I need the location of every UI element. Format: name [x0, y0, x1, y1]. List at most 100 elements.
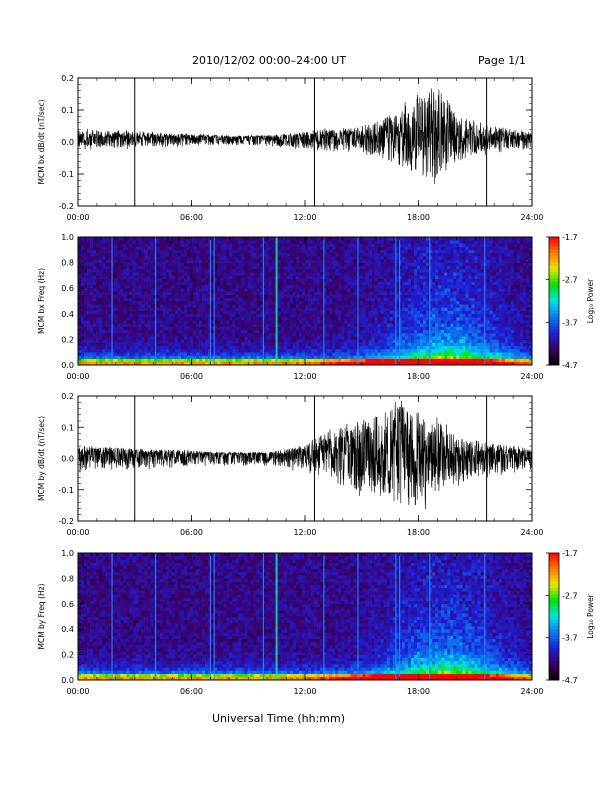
spectrogram-cell: [126, 275, 130, 279]
spectrogram-cell: [108, 294, 112, 299]
spectrogram-cell: [90, 272, 94, 276]
spectrogram-cell: [114, 307, 118, 311]
spectrogram-cell: [90, 336, 94, 340]
spectrogram-cell: [398, 259, 403, 263]
spectrogram-cell: [96, 288, 100, 292]
spectrogram-cell: [144, 307, 148, 311]
spectrogram-cell: [214, 307, 218, 311]
spectrogram-cell: [347, 336, 351, 340]
spectrogram-cell: [90, 339, 94, 343]
spectrogram-cell: [314, 246, 318, 251]
spectrogram-cell: [435, 333, 439, 337]
spectrogram-cell: [250, 355, 254, 359]
spectrogram-cell: [165, 307, 170, 311]
spectrogram-cell: [211, 336, 215, 340]
spectrogram-cell: [150, 320, 154, 324]
spectrogram-cell: [250, 240, 254, 244]
spectrogram-cell: [359, 265, 363, 270]
spectrogram-cell: [150, 329, 154, 334]
spectrogram-cell: [317, 329, 321, 334]
spectrogram-cell: [380, 342, 384, 347]
spectrogram-cell: [365, 249, 369, 254]
spectrogram-cell: [132, 243, 136, 247]
spectrogram-cell: [441, 326, 445, 331]
spectrogram-cell: [78, 269, 82, 273]
spectrogram-cell: [353, 317, 357, 321]
spectrogram-cell: [404, 339, 409, 343]
spectrogram-cell: [220, 253, 224, 257]
spectrogram-cell: [171, 326, 176, 331]
spectrogram-cell: [144, 285, 148, 289]
spectrogram-cell: [232, 310, 236, 315]
spectrogram-cell: [401, 310, 406, 315]
spectrogram-cell: [156, 243, 161, 247]
spectrogram-cell: [189, 333, 194, 337]
spectrogram-cell: [429, 272, 433, 276]
spectrogram-cell: [450, 291, 454, 295]
spectrogram-cell: [147, 304, 151, 308]
spectrogram-cell: [114, 265, 118, 270]
spectrogram-cell: [298, 294, 303, 299]
spectrogram-cell: [96, 262, 100, 267]
spectrogram-cell: [377, 246, 381, 251]
spectrogram-cell: [226, 272, 230, 276]
spectrogram-cell: [111, 265, 115, 270]
spectrogram-cell: [395, 358, 400, 363]
spectrogram-cell: [108, 329, 112, 334]
spectrogram-cell: [208, 333, 212, 337]
spectrogram-cell: [171, 304, 176, 308]
spectrogram-cell: [202, 342, 206, 347]
spectrogram-cell: [102, 310, 106, 315]
spectrogram-cell: [250, 301, 254, 305]
spectrogram-cell: [289, 281, 294, 286]
spectrogram-cell: [199, 352, 203, 356]
spectrogram-cell: [262, 256, 266, 260]
spectrogram-cell: [298, 285, 303, 289]
spectrogram-cell: [235, 272, 239, 276]
spectrogram-cell: [229, 358, 233, 363]
spectrogram-cell: [238, 243, 242, 247]
spectrogram-cell: [401, 304, 406, 308]
spectrogram-cell: [214, 297, 218, 302]
spectrogram-cell: [332, 317, 336, 321]
spectrogram-cell: [102, 294, 106, 299]
spectrogram-cell: [338, 285, 342, 289]
spectrogram-cell: [180, 355, 185, 359]
spectrogram-cell: [117, 342, 121, 347]
spectrogram-cell: [177, 265, 182, 270]
spectrogram-cell: [84, 253, 88, 257]
spectrogram-cell: [271, 342, 276, 347]
spectrogram-cell: [398, 320, 403, 324]
spectrogram-cell: [389, 333, 394, 337]
spectrogram-cell: [365, 361, 369, 366]
spectrogram-cell: [420, 336, 424, 340]
spectrogram-cell: [84, 246, 88, 251]
spectrogram-cell: [283, 349, 288, 353]
spectrogram-cell: [138, 326, 142, 331]
spectrogram-cell: [199, 333, 203, 337]
spectrogram-cell: [147, 253, 151, 257]
spectrogram-cell: [235, 323, 239, 327]
spectrogram-cell: [141, 304, 145, 308]
spectrogram-cell: [262, 269, 266, 273]
spectrogram-cell: [283, 329, 288, 334]
spectrogram-cell: [441, 349, 445, 353]
spectrogram-cell: [413, 281, 418, 286]
spectrogram-cell: [432, 237, 436, 241]
spectrogram-cell: [301, 352, 306, 356]
spectrogram-cell: [283, 240, 288, 244]
spectrogram-cell: [326, 285, 330, 289]
spectrogram-cell: [205, 317, 209, 321]
spectrogram-cell: [335, 326, 339, 331]
spectrogram-cell: [111, 253, 115, 257]
spectrogram-cell: [196, 307, 200, 311]
spectrogram-cell: [90, 285, 94, 289]
spectrogram-cell: [78, 301, 82, 305]
spectrogram-cell: [374, 352, 378, 356]
spectrogram-cell: [395, 336, 400, 340]
spectrogram-cell: [174, 240, 179, 244]
spectrogram-cell: [241, 339, 245, 343]
spectrogram-cell: [438, 345, 442, 350]
spectrogram-cell: [347, 358, 351, 363]
spectrogram-cell: [138, 297, 142, 302]
